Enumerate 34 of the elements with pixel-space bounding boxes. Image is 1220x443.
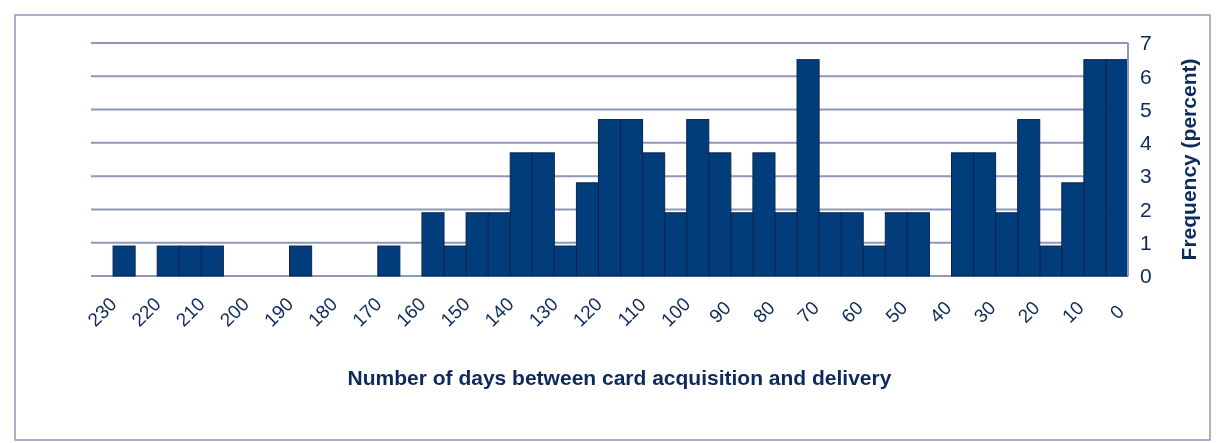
x-tick-label: 20 xyxy=(1013,297,1044,327)
x-tick-label: 200 xyxy=(215,293,254,331)
x-tick-label: 170 xyxy=(348,293,386,331)
x-tick-label: 70 xyxy=(793,297,823,327)
y-tick-label: 1 xyxy=(1140,231,1152,255)
x-tick-label: 130 xyxy=(524,293,562,331)
x-tick-label: 60 xyxy=(837,297,868,327)
y-tick-label: 6 xyxy=(1140,64,1152,88)
x-tick-label: 210 xyxy=(171,293,209,331)
y-tick-label: 7 xyxy=(1140,31,1152,55)
x-tick-label: 120 xyxy=(568,293,607,331)
y-tick-label: 0 xyxy=(1140,264,1152,288)
x-tick-label: 10 xyxy=(1057,297,1088,327)
x-tick-label: 230 xyxy=(83,293,121,331)
x-tick-label: 100 xyxy=(657,293,695,331)
x-tick-label: 140 xyxy=(480,293,518,331)
x-tick-label: 110 xyxy=(613,293,650,331)
x-tick-label: 150 xyxy=(436,293,474,331)
y-tick-label: 3 xyxy=(1140,164,1152,188)
x-tick-label: 90 xyxy=(704,297,735,327)
y-tick-label: 4 xyxy=(1140,131,1152,155)
x-tick-label: 160 xyxy=(392,293,430,331)
y-tick-label: 2 xyxy=(1140,197,1152,221)
x-tick-label: 190 xyxy=(259,293,298,331)
x-tick-label: 180 xyxy=(304,293,342,331)
x-tick-label: 0 xyxy=(1105,300,1129,324)
x-tick-label: 50 xyxy=(881,297,912,327)
y-tick-label: 5 xyxy=(1140,97,1152,121)
x-tick-label: 40 xyxy=(925,297,956,327)
x-tick-label: 220 xyxy=(127,293,165,331)
x-tick-label: 30 xyxy=(969,297,1000,327)
y-axis-title: Frequency (percent) xyxy=(1177,58,1200,261)
x-axis-title: Number of days between card acquisition and delivery xyxy=(347,366,892,389)
x-tick-label: 80 xyxy=(749,297,779,327)
